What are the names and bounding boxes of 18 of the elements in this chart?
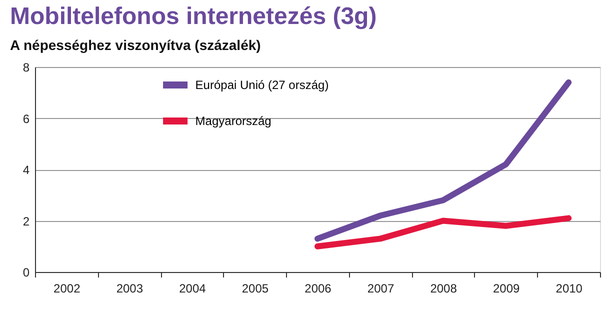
chart-subtitle: A népességhez viszonyítva (százalék)	[10, 37, 261, 53]
x-tick-label: 2006	[304, 282, 332, 296]
y-tick-label: 6	[22, 112, 30, 126]
x-tick-label: 2005	[242, 282, 269, 296]
x-tick-label: 2002	[54, 282, 81, 296]
y-tick-label: 8	[22, 60, 30, 74]
y-tick-label: 4	[22, 163, 30, 177]
x-tick-label: 2008	[430, 282, 458, 296]
x-tick-label: 2004	[179, 282, 206, 296]
x-tick-label: 2009	[492, 282, 520, 296]
x-tick-label: 2007	[367, 282, 394, 296]
y-tick-label: 2	[22, 214, 30, 228]
y-tick-label: 0	[22, 266, 30, 280]
x-tick-label: 2010	[556, 282, 583, 296]
legend-label: Európai Unió (27 ország)	[195, 78, 329, 92]
chart-title: Mobiltelefonos internetezés (3g)	[10, 3, 377, 30]
x-tick-label: 2003	[116, 282, 144, 296]
legend-label: Magyarország	[195, 114, 272, 128]
